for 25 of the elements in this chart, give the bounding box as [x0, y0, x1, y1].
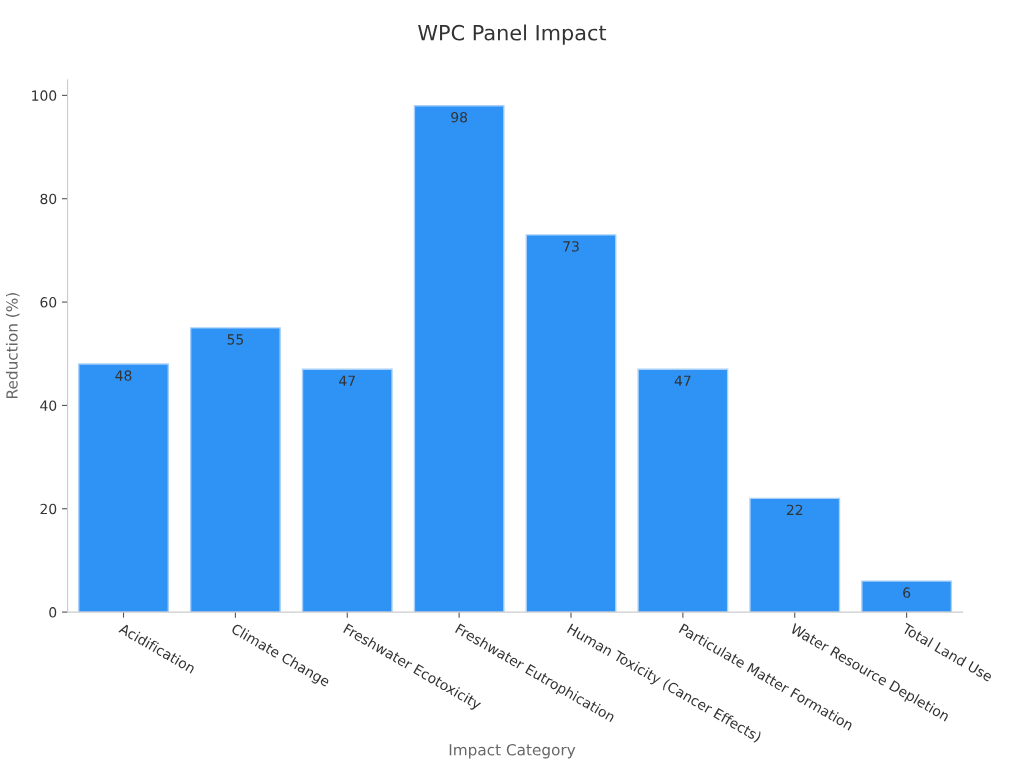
data-label: 55	[227, 334, 244, 345]
data-label: 48	[115, 370, 132, 381]
data-label: 22	[786, 504, 803, 515]
bar	[749, 497, 841, 613]
data-label: 47	[339, 375, 355, 386]
y-axis-title: Reduction (%)	[5, 293, 20, 398]
y-tick-label: 0	[49, 607, 57, 618]
data-label: 47	[674, 375, 691, 386]
x-axis-title: Impact Category	[449, 743, 576, 759]
bar	[413, 105, 505, 613]
data-label: 73	[563, 241, 579, 252]
bar	[78, 363, 169, 613]
y-tick-label: 40	[40, 400, 57, 411]
y-tick-label: 60	[40, 297, 57, 308]
data-label: 6	[903, 587, 911, 598]
bar	[637, 368, 729, 613]
bar	[189, 327, 281, 613]
data-label: 98	[451, 111, 468, 123]
bar	[525, 234, 617, 613]
chart-title: WPC Panel Impact	[418, 24, 607, 45]
bar	[861, 580, 953, 613]
y-tick-label: 80	[40, 193, 57, 205]
bar	[301, 368, 393, 613]
y-tick-label: 20	[40, 503, 57, 515]
y-tick-label: 100	[32, 90, 57, 101]
